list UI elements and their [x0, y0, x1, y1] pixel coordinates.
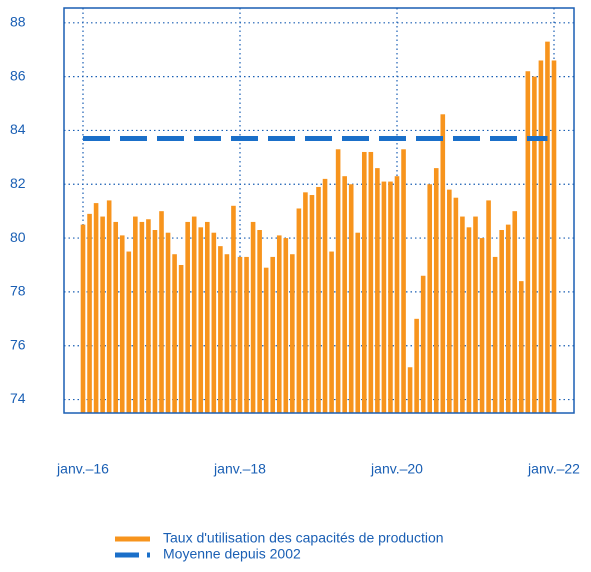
bar [198, 227, 204, 413]
bar [165, 232, 171, 413]
bar [532, 76, 537, 413]
bar [303, 192, 308, 413]
bar [545, 41, 550, 413]
bar [473, 216, 478, 413]
bar [394, 176, 400, 413]
bar [257, 230, 262, 413]
bar [290, 254, 295, 413]
plot-frame [63, 7, 575, 414]
bar [512, 211, 518, 413]
bar [119, 235, 125, 413]
bar [316, 186, 321, 413]
bar [525, 71, 531, 414]
bar [113, 221, 119, 413]
bar [80, 224, 86, 413]
bar [407, 367, 413, 413]
bar [342, 176, 347, 413]
bar [250, 221, 256, 413]
bar [440, 114, 446, 413]
bar [106, 200, 112, 413]
bar [270, 256, 276, 413]
bar [518, 281, 524, 413]
bar [152, 230, 158, 413]
bar [348, 184, 354, 413]
bar [486, 200, 491, 413]
bar [146, 219, 151, 413]
bar [139, 221, 145, 413]
bar [309, 195, 315, 413]
bar [447, 189, 452, 413]
y-tick-label: 78 [10, 283, 26, 299]
bar [218, 246, 223, 413]
bar [204, 221, 210, 413]
bar [479, 238, 485, 413]
y-tick-label: 84 [10, 121, 26, 137]
bar [100, 216, 105, 413]
bar [335, 149, 341, 414]
bar [361, 151, 367, 413]
y-tick-label: 80 [10, 229, 26, 245]
bar [466, 227, 472, 413]
bar [322, 178, 328, 413]
bar [551, 60, 557, 413]
y-tick-label: 76 [10, 336, 26, 352]
legend-label: Taux d'utilisation des capacités de prod… [163, 530, 444, 546]
bar [368, 151, 374, 413]
bar [427, 184, 433, 413]
bar [381, 181, 387, 413]
bar [283, 238, 289, 413]
legend-label: Moyenne depuis 2002 [163, 546, 301, 562]
bar [296, 208, 302, 413]
bar [329, 251, 334, 413]
y-tick-label: 82 [10, 175, 26, 191]
bar [211, 232, 217, 413]
y-tick-label: 74 [10, 390, 26, 406]
bar [126, 251, 132, 413]
x-tick-label: janv.–22 [527, 461, 580, 477]
x-tick-label: janv.–20 [370, 461, 423, 477]
bar [499, 230, 504, 413]
y-tick-label: 88 [10, 14, 26, 30]
bar [538, 60, 544, 413]
bar [388, 181, 393, 413]
x-tick-label: janv.–18 [213, 461, 266, 477]
bar [185, 221, 190, 413]
bar [375, 168, 380, 413]
bar [172, 254, 177, 413]
y-tick-label: 86 [10, 67, 26, 83]
bar [224, 254, 230, 413]
bar [263, 267, 269, 413]
bar [276, 235, 282, 413]
bar [244, 256, 249, 413]
bar [492, 256, 498, 413]
bar [433, 168, 439, 413]
bar [420, 275, 426, 413]
bar [133, 216, 138, 413]
bar [87, 213, 92, 413]
bar [178, 264, 184, 413]
x-tick-label: janv.–16 [56, 461, 109, 477]
bar [93, 203, 99, 413]
bar [237, 256, 243, 413]
bar [414, 318, 419, 413]
bar [355, 232, 361, 413]
bar [505, 224, 511, 413]
bar [460, 216, 465, 413]
bar [159, 211, 164, 413]
bar [401, 149, 406, 414]
bar [191, 216, 197, 413]
bar [231, 205, 236, 413]
bar [453, 197, 459, 413]
